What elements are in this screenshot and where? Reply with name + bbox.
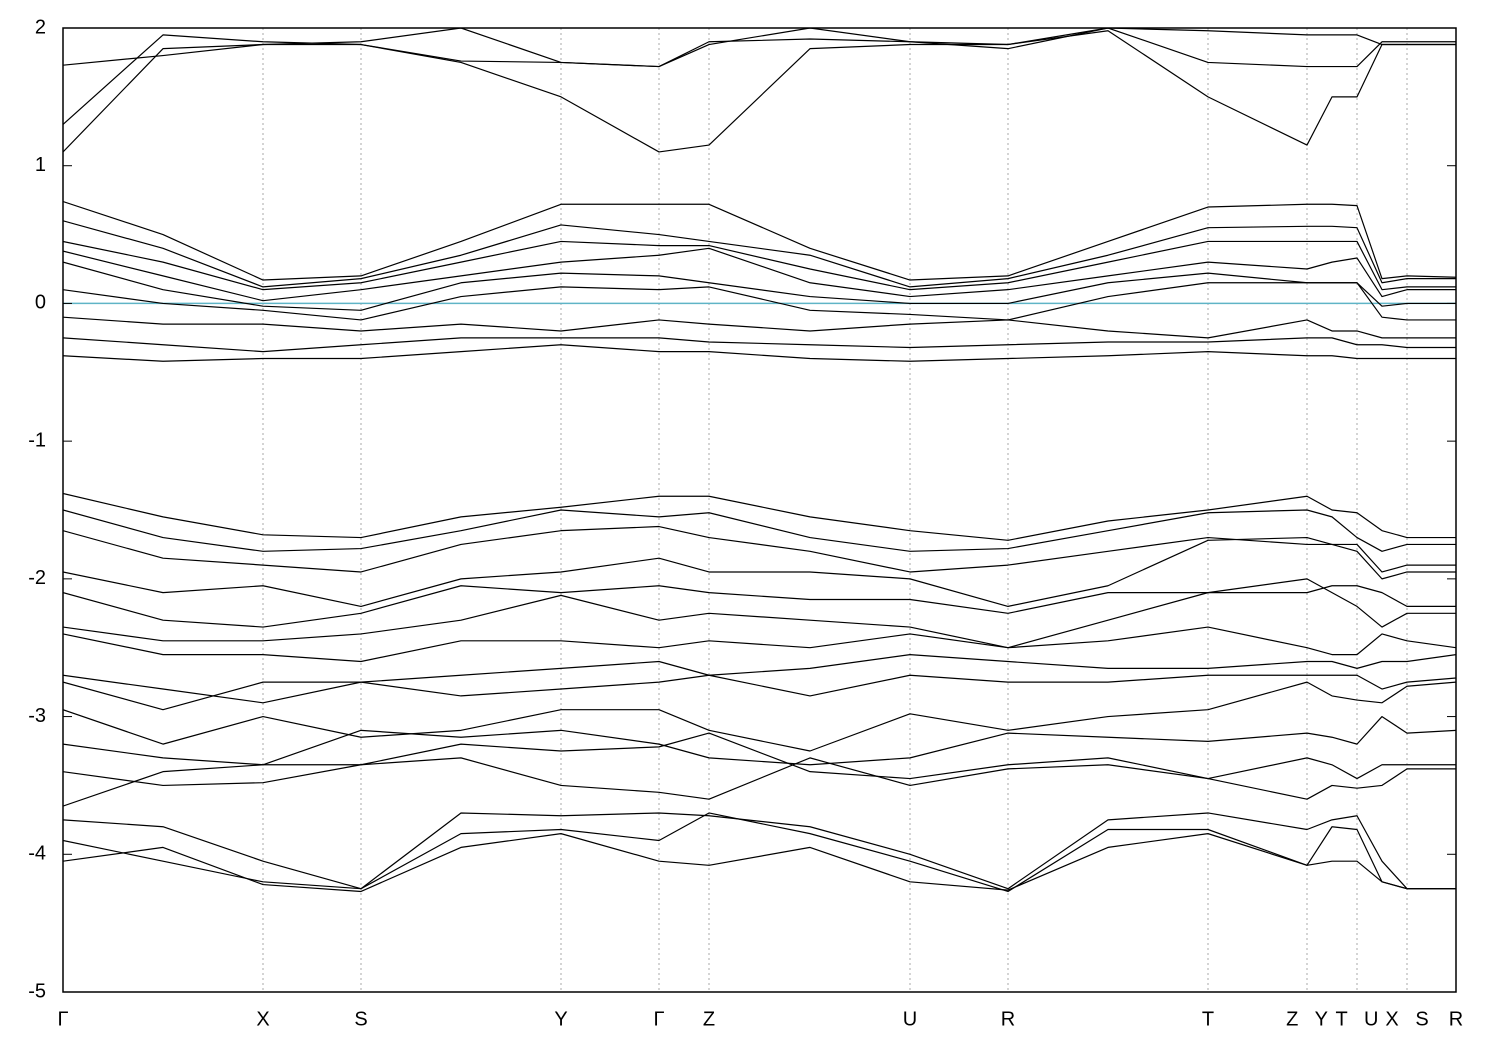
- plot-border: [62, 27, 1457, 993]
- x-tick-label: T: [1202, 1008, 1214, 1030]
- band-line: [63, 585, 1456, 628]
- x-tick-label: T U: [1336, 1008, 1379, 1030]
- y-tick-label: -4: [28, 843, 46, 865]
- band-line: [63, 626, 1456, 663]
- band-line: [63, 715, 1456, 766]
- band-line: [63, 509, 1456, 552]
- x-tick-label: X S: [1385, 1008, 1428, 1030]
- y-tick-label: -1: [28, 429, 46, 451]
- band-line: [63, 674, 1456, 711]
- band-line: [63, 812, 1456, 893]
- y-tick-label: 0: [35, 292, 46, 314]
- x-tick-label: Y: [554, 1008, 567, 1030]
- x-tick-label: Γ: [57, 1008, 68, 1030]
- y-tick-label: -5: [28, 980, 46, 1002]
- band-line: [63, 282, 1456, 321]
- x-tick-label: U: [903, 1008, 917, 1030]
- x-tick-label: X: [256, 1008, 269, 1030]
- x-tick-label: R: [1449, 1008, 1463, 1030]
- band-line: [63, 247, 1456, 302]
- x-tick-label: R: [1001, 1008, 1015, 1030]
- plot-area: [63, 28, 1456, 893]
- x-tick-label: S: [354, 1008, 367, 1030]
- band-line: [63, 525, 1456, 573]
- y-tick-label: 2: [35, 16, 46, 38]
- y-tick-label: 1: [35, 154, 46, 176]
- band-line: [63, 240, 1456, 291]
- band-line: [63, 316, 1456, 339]
- y-tick-label: -2: [28, 567, 46, 589]
- band-line: [63, 757, 1456, 807]
- band-line: [63, 681, 1456, 752]
- x-tick-label: Γ: [653, 1008, 664, 1030]
- band-line: [63, 536, 1456, 607]
- axes: -5 -4 -3 -2 -1 0 1 2 Γ X S Y Γ Z U R T Z Y T U X S R: [28, 16, 1463, 1030]
- band-line: [63, 492, 1456, 541]
- band-line: [63, 578, 1456, 649]
- band-line: [63, 337, 1456, 353]
- x-tick-label: Z Y: [1286, 1008, 1328, 1030]
- band-line: [63, 220, 1456, 288]
- y-tick-label: -3: [28, 705, 46, 727]
- band-line: [63, 200, 1456, 281]
- x-tick-label: Z: [703, 1008, 715, 1030]
- band-line: [63, 344, 1456, 362]
- band-line: [63, 833, 1456, 893]
- band-line: [63, 28, 1456, 68]
